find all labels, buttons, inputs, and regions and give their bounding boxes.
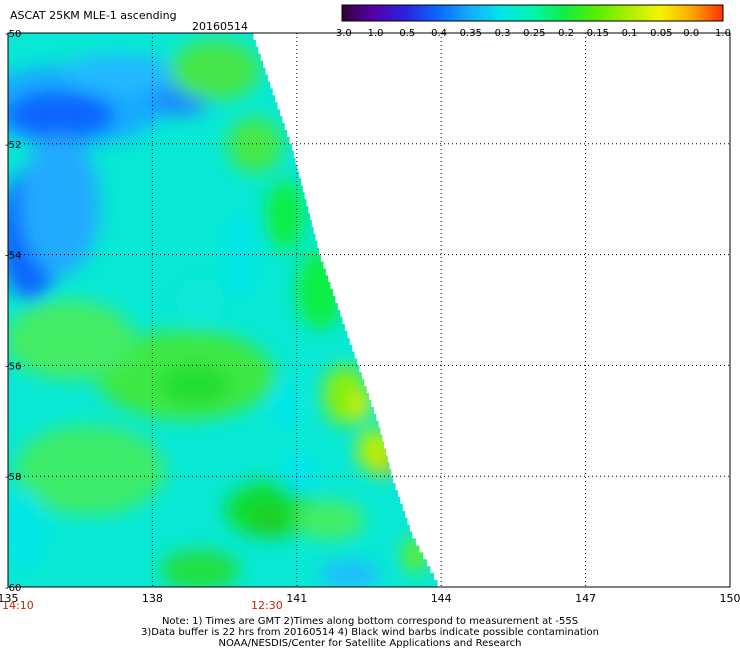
- colorbar-gradient: [342, 5, 723, 21]
- y-tick-label: -50: [5, 29, 21, 40]
- colorbar-frame: [341, 4, 724, 22]
- x-tick-label: 147: [575, 592, 596, 605]
- y-axis-ticks: -50 -52 -54 -56 -58 -60: [5, 29, 21, 594]
- note-line-2: 3)Data buffer is 22 hrs from 20160514 4)…: [141, 627, 599, 638]
- x-axis-ticks: 135 138 141 144 147 150: [0, 592, 740, 605]
- y-tick-label: -58: [5, 472, 21, 483]
- y-tick-label: -52: [5, 140, 21, 151]
- colorbar: -3.0 -1.0 -0.5 -0.4 -0.35 -0.3 -0.25 -0.2 -0.15-…: [332, 4, 731, 39]
- time-label-mid: 12:30: [251, 599, 283, 612]
- lat-lon-grid: [8, 33, 730, 587]
- x-tick-label: 141: [286, 592, 307, 605]
- y-tick-label: -56: [5, 361, 21, 372]
- x-tick-label: 144: [431, 592, 452, 605]
- product-title: ASCAT 25KM MLE-1 ascending: [10, 9, 177, 22]
- note-line-3: NOAA/NESDIS/Center for Satellite Applica…: [218, 638, 522, 649]
- x-tick-label: 150: [720, 592, 740, 605]
- x-tick-label: 135: [0, 592, 19, 605]
- y-tick-label: -54: [5, 251, 21, 262]
- y-tick-label: -60: [5, 583, 21, 594]
- time-label-start: 14:10: [2, 599, 34, 612]
- plot-frame: [7, 32, 731, 588]
- note-line-1: Note: 1) Times are GMT 2)Times along bot…: [161, 616, 579, 627]
- date-label: 20160514: [192, 20, 248, 33]
- swath-data: [8, 33, 442, 587]
- x-tick-label: 138: [142, 592, 163, 605]
